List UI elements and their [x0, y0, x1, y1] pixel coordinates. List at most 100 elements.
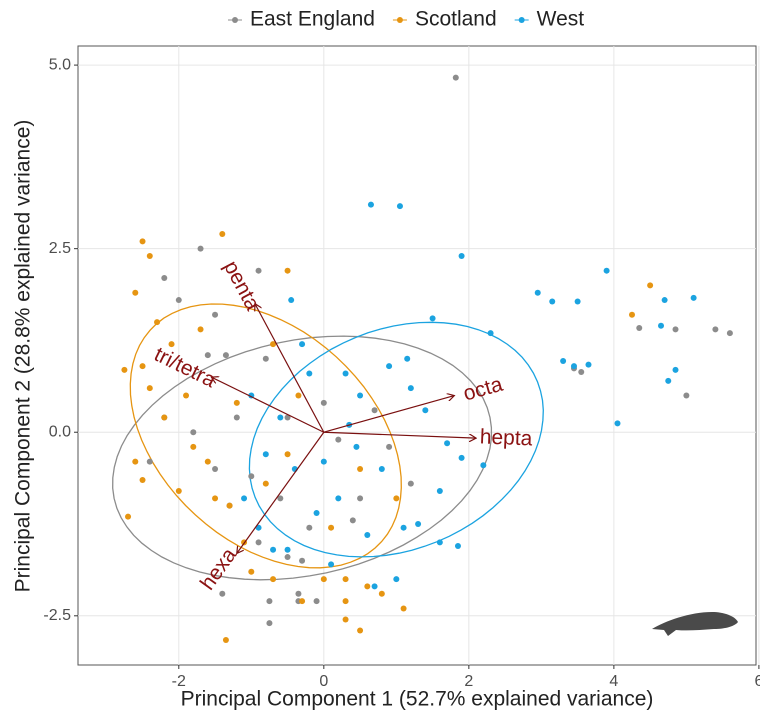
- point: [132, 289, 139, 296]
- point: [665, 377, 672, 384]
- point: [183, 392, 190, 399]
- legend: East England Scotland West: [228, 8, 584, 31]
- point: [277, 495, 284, 502]
- point: [190, 443, 197, 450]
- point: [353, 443, 360, 450]
- x-tick-label: -2: [172, 673, 186, 690]
- point: [357, 627, 364, 634]
- point: [262, 451, 269, 458]
- point: [560, 358, 567, 365]
- ellipse: [248, 321, 544, 558]
- point: [614, 420, 621, 427]
- loading-arrow: [211, 377, 325, 433]
- grid: [78, 46, 760, 665]
- point: [161, 414, 168, 421]
- point: [364, 583, 371, 590]
- point: [400, 605, 407, 612]
- point: [212, 465, 219, 472]
- point: [378, 590, 385, 597]
- y-tick-label: -2.5: [43, 607, 71, 624]
- point: [480, 462, 487, 469]
- point: [197, 245, 204, 252]
- point: [255, 267, 262, 274]
- point: [578, 369, 585, 376]
- point: [458, 454, 465, 461]
- legend-label: Scotland: [415, 8, 497, 31]
- point: [454, 543, 461, 550]
- point: [262, 355, 269, 362]
- point: [407, 480, 414, 487]
- point: [371, 407, 378, 414]
- point: [436, 539, 443, 546]
- point: [672, 366, 679, 373]
- legend-key-dot: [396, 17, 403, 23]
- point: [248, 568, 255, 575]
- point: [672, 326, 679, 333]
- point: [313, 510, 320, 517]
- point: [233, 414, 240, 421]
- point: [320, 399, 327, 406]
- point: [313, 598, 320, 605]
- point: [168, 341, 175, 348]
- point: [284, 414, 291, 421]
- x-axis-title: Principal Component 1 (52.7% explained v…: [181, 688, 654, 711]
- point: [284, 546, 291, 553]
- point: [422, 407, 429, 414]
- point: [357, 392, 364, 399]
- point: [299, 598, 306, 605]
- point: [241, 495, 248, 502]
- point: [320, 576, 327, 583]
- point: [357, 465, 364, 472]
- y-tick-label: 5.0: [49, 56, 71, 73]
- point: [320, 458, 327, 465]
- point: [335, 436, 342, 443]
- point: [212, 495, 219, 502]
- point: [357, 495, 364, 502]
- point: [407, 385, 414, 392]
- point: [342, 616, 349, 623]
- point: [629, 311, 636, 318]
- point: [349, 517, 356, 524]
- point: [212, 311, 219, 318]
- point: [378, 465, 385, 472]
- point: [255, 539, 262, 546]
- loading-arrow: [255, 304, 325, 433]
- point: [121, 366, 128, 373]
- point: [222, 637, 229, 644]
- point: [647, 282, 654, 289]
- point: [342, 598, 349, 605]
- point: [458, 253, 465, 260]
- point: [284, 451, 291, 458]
- x-tick-label: 4: [609, 673, 618, 690]
- point: [342, 576, 349, 583]
- point: [288, 297, 295, 304]
- point: [266, 620, 273, 627]
- x-tick-label: 2: [464, 673, 473, 690]
- point: [248, 473, 255, 480]
- point: [284, 267, 291, 274]
- point: [534, 289, 541, 296]
- point: [204, 458, 211, 465]
- point: [262, 480, 269, 487]
- x-tick-label: 0: [319, 673, 328, 690]
- point: [661, 297, 668, 304]
- point: [154, 319, 161, 326]
- point: [549, 298, 556, 305]
- point: [386, 363, 393, 370]
- legend-label: East England: [250, 8, 375, 31]
- point: [726, 330, 733, 337]
- point: [222, 352, 229, 359]
- point: [429, 315, 436, 322]
- point: [233, 399, 240, 406]
- point: [270, 546, 277, 553]
- loading-arrow: [237, 431, 325, 553]
- point: [636, 324, 643, 331]
- point: [452, 74, 459, 81]
- point: [139, 238, 146, 245]
- point: [367, 201, 374, 208]
- point: [190, 429, 197, 436]
- point: [404, 355, 411, 362]
- loading-label: hepta: [479, 425, 533, 450]
- point: [444, 440, 451, 447]
- point: [277, 414, 284, 421]
